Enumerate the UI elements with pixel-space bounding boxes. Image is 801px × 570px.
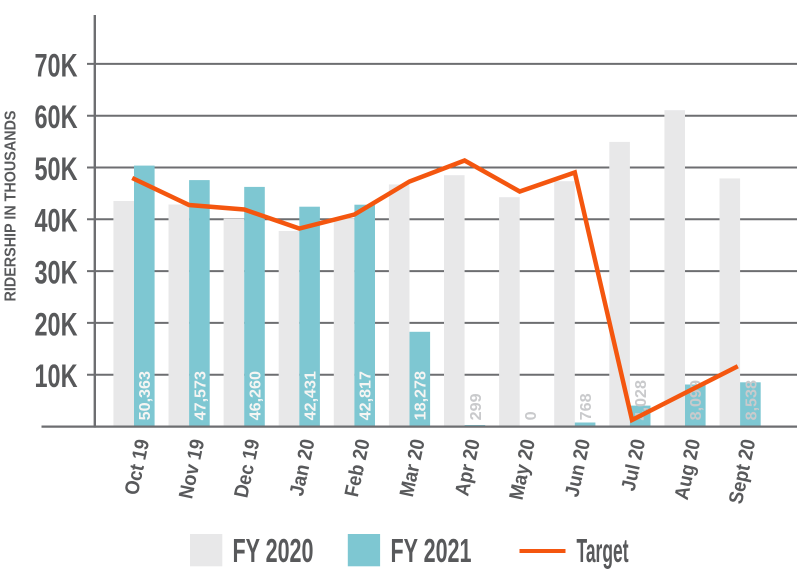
svg-text:40K: 40K [35,203,78,239]
svg-text:Jul 20: Jul 20 [618,437,650,493]
svg-text:42,431: 42,431 [303,371,320,421]
svg-text:Nov 19: Nov 19 [175,437,209,501]
svg-text:18,278: 18,278 [413,371,430,421]
svg-text:4,028: 4,028 [633,380,650,420]
svg-text:8,538: 8,538 [743,380,760,420]
svg-text:FY 2021: FY 2021 [391,532,472,569]
svg-text:50K: 50K [35,151,78,187]
svg-text:Dec 19: Dec 19 [231,437,265,500]
svg-text:60K: 60K [35,99,78,135]
svg-text:May 20: May 20 [506,437,540,502]
svg-text:Aug 20: Aug 20 [671,437,705,502]
svg-text:20K: 20K [35,306,78,342]
svg-text:Jun 20: Jun 20 [561,437,595,499]
svg-text:47,573: 47,573 [192,371,209,421]
svg-text:Mar 20: Mar 20 [396,437,430,499]
svg-text:Sept 20: Sept 20 [725,437,760,506]
svg-text:FY 2020: FY 2020 [233,532,314,569]
svg-text:10K: 10K [35,358,78,394]
svg-text:Target: Target [577,532,629,569]
svg-text:0: 0 [523,411,540,420]
svg-text:70K: 70K [35,47,78,83]
svg-text:30K: 30K [35,255,78,291]
svg-text:Jan 20: Jan 20 [286,437,319,498]
svg-text:299: 299 [468,393,485,420]
svg-text:Feb 20: Feb 20 [341,437,375,499]
svg-text:Oct 19: Oct 19 [121,437,154,497]
svg-text:768: 768 [578,393,595,420]
svg-text:Apr 20: Apr 20 [451,437,484,498]
svg-text:50,363: 50,363 [137,371,154,421]
svg-text:RIDERSHIP IN THOUSANDS: RIDERSHIP IN THOUSANDS [3,110,20,301]
svg-text:42,817: 42,817 [358,371,375,421]
svg-text:46,260: 46,260 [247,371,264,421]
